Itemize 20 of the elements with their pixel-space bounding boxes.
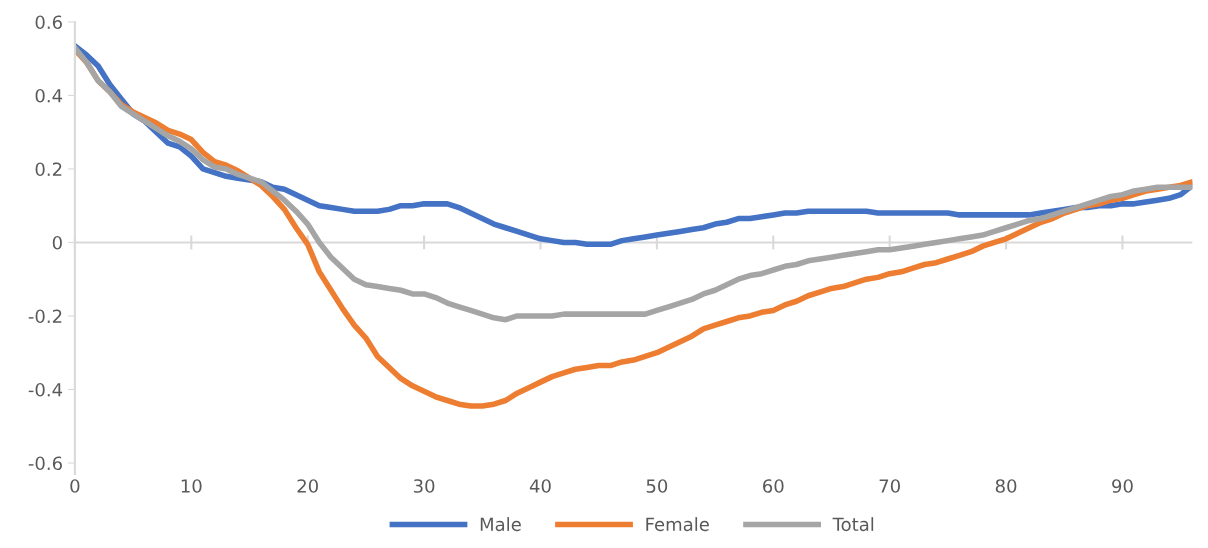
x-tick-label: 90 [1112,479,1133,493]
y-tick-label: 0.4 [35,88,63,103]
x-tick-label: 0 [70,479,80,493]
legend-label: Total [832,517,874,532]
x-tick-label: 30 [413,479,435,493]
legend-label: Female [646,517,709,532]
x-tick-label: 70 [879,479,900,493]
y-tick-label: -0.2 [28,309,62,324]
x-tick-label: 20 [297,479,318,493]
x-tick-label: 80 [995,479,1017,493]
x-tick-label: 60 [763,479,784,493]
legend-label: Male [480,517,521,532]
x-tick-label: 40 [529,479,551,493]
y-tick-label: -0.4 [28,382,63,397]
y-tick-label: -0.6 [28,456,62,471]
y-tick-label: 0.2 [35,162,62,177]
x-tick-label: 10 [181,479,202,493]
x-tick-label: 50 [646,479,668,493]
y-tick-label: 0.6 [35,15,62,30]
y-tick-label: 0 [52,235,62,250]
